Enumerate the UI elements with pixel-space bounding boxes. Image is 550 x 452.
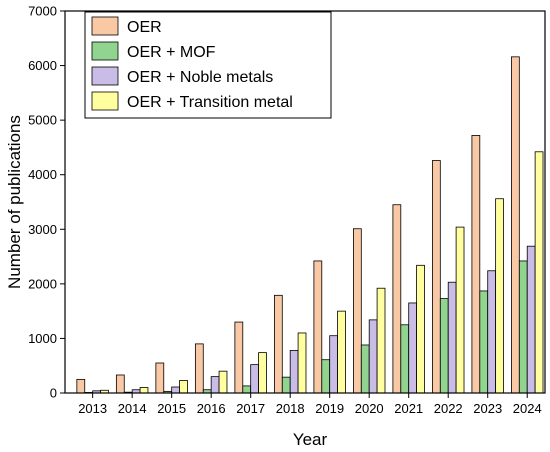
bar-oer-transition-metal-2023 bbox=[495, 198, 504, 394]
bar-oer-noble-metals-2019 bbox=[329, 335, 338, 394]
bar-oer-transition-metal-2019 bbox=[337, 310, 346, 394]
bar-oer-noble-metals-2024 bbox=[526, 245, 536, 394]
bar-oer-mof-2021 bbox=[400, 324, 410, 394]
bar-oer-mof-2023 bbox=[479, 290, 489, 394]
x-tick-label: 2017 bbox=[236, 401, 265, 416]
x-tick-label: 2013 bbox=[78, 401, 107, 416]
legend-label: OER + Transition metal bbox=[127, 94, 293, 111]
x-tick-label: 2024 bbox=[513, 401, 542, 416]
bar-oer-mof-2018 bbox=[281, 376, 291, 394]
bar-oer-transition-metal-2016 bbox=[218, 370, 228, 394]
plot-frame bbox=[64, 10, 546, 394]
bar-oer-2013 bbox=[76, 378, 86, 394]
axes-layer: 0 1000 2000 3000 4000 5000 6000 7000 2013 2014 201… bbox=[28, 4, 546, 416]
y-tick-label: 5000 bbox=[28, 113, 57, 128]
bar-oer-transition-metal-2021 bbox=[416, 264, 425, 394]
bar-oer-transition-metal-2014 bbox=[139, 387, 149, 394]
x-tick-label: 2022 bbox=[434, 401, 463, 416]
bar-oer-transition-metal-2024 bbox=[534, 151, 544, 394]
x-tick-label: 2019 bbox=[315, 401, 344, 416]
bar-oer-noble-metals-2022 bbox=[447, 281, 457, 394]
bar-oer-noble-metals-2023 bbox=[487, 270, 497, 394]
y-axis-title: Number of publications bbox=[5, 115, 24, 289]
bar-oer-2024 bbox=[511, 56, 520, 394]
y-tick-label: 1000 bbox=[28, 331, 57, 346]
x-tick-label: 2015 bbox=[157, 401, 186, 416]
bar-oer-2023 bbox=[471, 135, 481, 394]
legend-box bbox=[84, 11, 332, 119]
x-tick-label: 2018 bbox=[276, 401, 305, 416]
x-tick-label: 2021 bbox=[394, 401, 423, 416]
bar-oer-2019 bbox=[313, 260, 323, 394]
bar-oer-2018 bbox=[273, 294, 283, 394]
legend-swatch bbox=[91, 41, 119, 61]
bar-oer-noble-metals-2018 bbox=[289, 350, 299, 394]
x-axis-title: Year bbox=[293, 430, 328, 449]
bar-oer-mof-2022 bbox=[439, 298, 449, 394]
bar-oer-noble-metals-2016 bbox=[210, 376, 220, 394]
bar-oer-2017 bbox=[234, 321, 244, 394]
y-tick-label: 0 bbox=[50, 386, 57, 401]
legend-swatch bbox=[91, 66, 119, 86]
y-tick-label: 4000 bbox=[28, 167, 57, 182]
y-tick-label: 3000 bbox=[28, 222, 57, 237]
bar-oer-2014 bbox=[115, 374, 125, 394]
y-tick-label: 7000 bbox=[28, 4, 57, 19]
legend-label: OER + MOF bbox=[127, 44, 216, 61]
bar-oer-transition-metal-2017 bbox=[258, 352, 267, 394]
bar-oer-noble-metals-2017 bbox=[250, 364, 259, 394]
legend-label: OER + Noble metals bbox=[127, 69, 273, 86]
bar-oer-transition-metal-2015 bbox=[179, 380, 188, 394]
bar-oer-transition-metal-2020 bbox=[376, 287, 386, 394]
legend-swatch bbox=[91, 16, 119, 36]
bar-oer-mof-2024 bbox=[518, 260, 528, 394]
bar-oer-transition-metal-2018 bbox=[297, 332, 307, 394]
bars-layer bbox=[76, 56, 544, 394]
legend-swatch bbox=[91, 91, 119, 111]
bar-oer-noble-metals-2020 bbox=[368, 319, 378, 394]
y-tick-label: 2000 bbox=[28, 276, 57, 291]
x-tick-label: 2014 bbox=[118, 401, 147, 416]
bar-oer-mof-2019 bbox=[321, 359, 331, 394]
y-tick-label: 6000 bbox=[28, 58, 57, 73]
legend-label: OER bbox=[127, 19, 162, 36]
bar-oer-mof-2017 bbox=[242, 385, 252, 394]
bar-oer-2016 bbox=[194, 343, 204, 394]
bar-oer-2015 bbox=[155, 362, 165, 394]
x-tick-label: 2016 bbox=[197, 401, 226, 416]
bar-oer-noble-metals-2015 bbox=[171, 386, 180, 394]
bar-oer-2022 bbox=[432, 160, 441, 394]
x-tick-label: 2020 bbox=[355, 401, 384, 416]
bar-oer-transition-metal-2022 bbox=[455, 226, 465, 394]
x-tick-label: 2023 bbox=[473, 401, 502, 416]
legend: OER OER + MOF OER + Noble metals OER + Tran… bbox=[84, 11, 332, 119]
bar-oer-2020 bbox=[352, 228, 362, 394]
bar-oer-noble-metals-2021 bbox=[408, 302, 418, 394]
bar-oer-mof-2020 bbox=[360, 344, 370, 394]
bar-oer-2021 bbox=[392, 204, 402, 394]
